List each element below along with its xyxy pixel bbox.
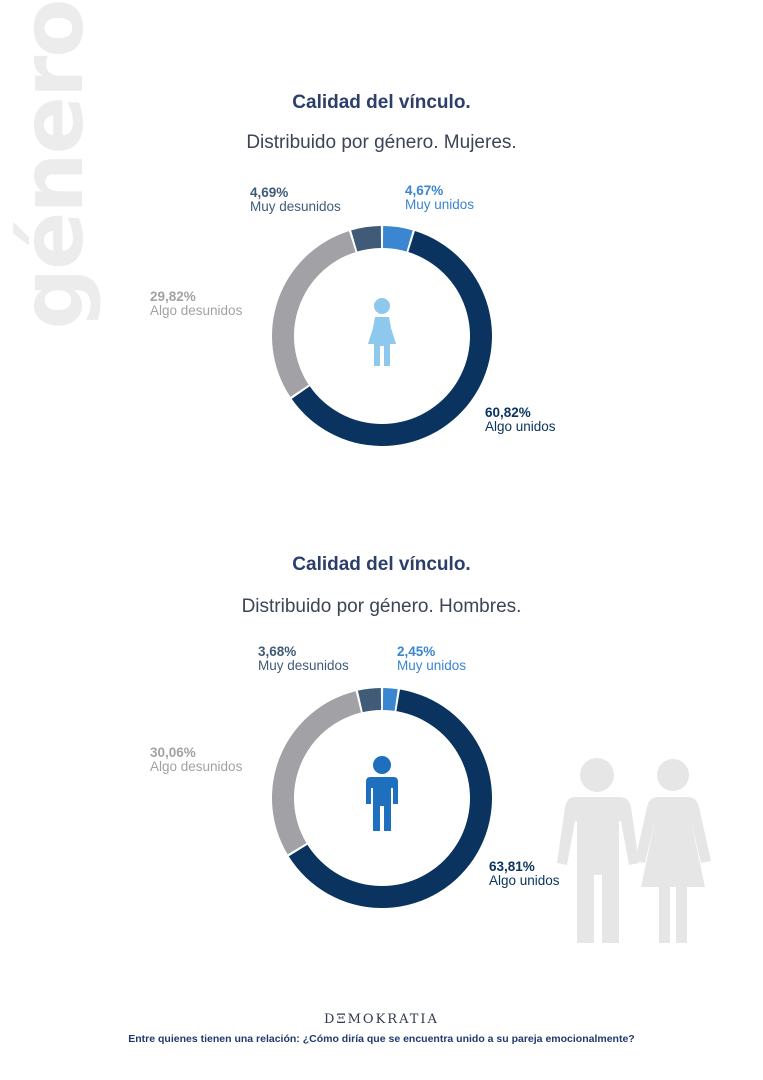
donut-chart-men — [272, 688, 492, 908]
donut-segment-muy-unidos — [382, 226, 413, 252]
donut-segment-algo-desunidos — [272, 231, 356, 397]
survey-question: Entre quienes tienen una relación: ¿Cómo… — [128, 1033, 635, 1045]
label-men-algo-unidos: 63,81% Algo unidos — [489, 860, 560, 888]
label-men-algo-desunidos: 30,06% Algo desunidos — [150, 746, 242, 774]
label-men-muy-desunidos: 3,68% Muy desunidos — [258, 645, 349, 673]
label-women-algo-desunidos: 29,82% Algo desunidos — [150, 290, 242, 318]
donut-segment-muy-desunidos — [351, 226, 382, 252]
donut-segment-muy-desunidos — [357, 688, 382, 713]
value-label: 29,82% — [150, 289, 196, 304]
donut-chart-women — [272, 226, 492, 446]
donut-segment-muy-unidos — [382, 688, 398, 711]
chart-title-men: Calidad del vínculo. — [292, 554, 471, 575]
value-label: 30,06% — [150, 745, 196, 760]
chart-title-women: Calidad del vínculo. — [292, 92, 471, 113]
label-women-muy-desunidos: 4,69% Muy desunidos — [250, 186, 341, 214]
label-men-muy-unidos: 2,45% Muy unidos — [397, 645, 466, 673]
value-label: 4,69% — [250, 185, 289, 200]
category-label: Algo unidos — [489, 873, 560, 888]
value-label: 3,68% — [258, 644, 297, 659]
value-label: 63,81% — [489, 859, 535, 874]
side-watermark-text: género — [3, 0, 103, 330]
label-women-muy-unidos: 4,67% Muy unidos — [405, 184, 474, 212]
donut-segment-algo-desunidos — [272, 691, 361, 855]
category-label: Muy unidos — [405, 197, 475, 212]
category-label: Muy unidos — [397, 658, 467, 673]
label-women-algo-unidos: 60,82% Algo unidos — [485, 406, 556, 434]
category-label: Muy desunidos — [258, 658, 349, 673]
category-label: Algo desunidos — [150, 759, 243, 774]
value-label: 4,67% — [405, 183, 444, 198]
brand-logo-text: DΞMOKRATIA — [324, 1012, 439, 1027]
couple-silhouette-icon — [557, 758, 711, 943]
value-label: 60,82% — [485, 405, 531, 420]
woman-icon — [368, 298, 396, 366]
category-label: Algo unidos — [485, 419, 556, 434]
man-icon — [366, 756, 398, 831]
chart-subtitle-women: Distribuido por género. Mujeres. — [246, 132, 517, 153]
value-label: 2,45% — [397, 644, 436, 659]
category-label: Algo desunidos — [150, 303, 243, 318]
chart-subtitle-men: Distribuido por género. Hombres. — [241, 596, 522, 617]
category-label: Muy desunidos — [250, 199, 341, 214]
